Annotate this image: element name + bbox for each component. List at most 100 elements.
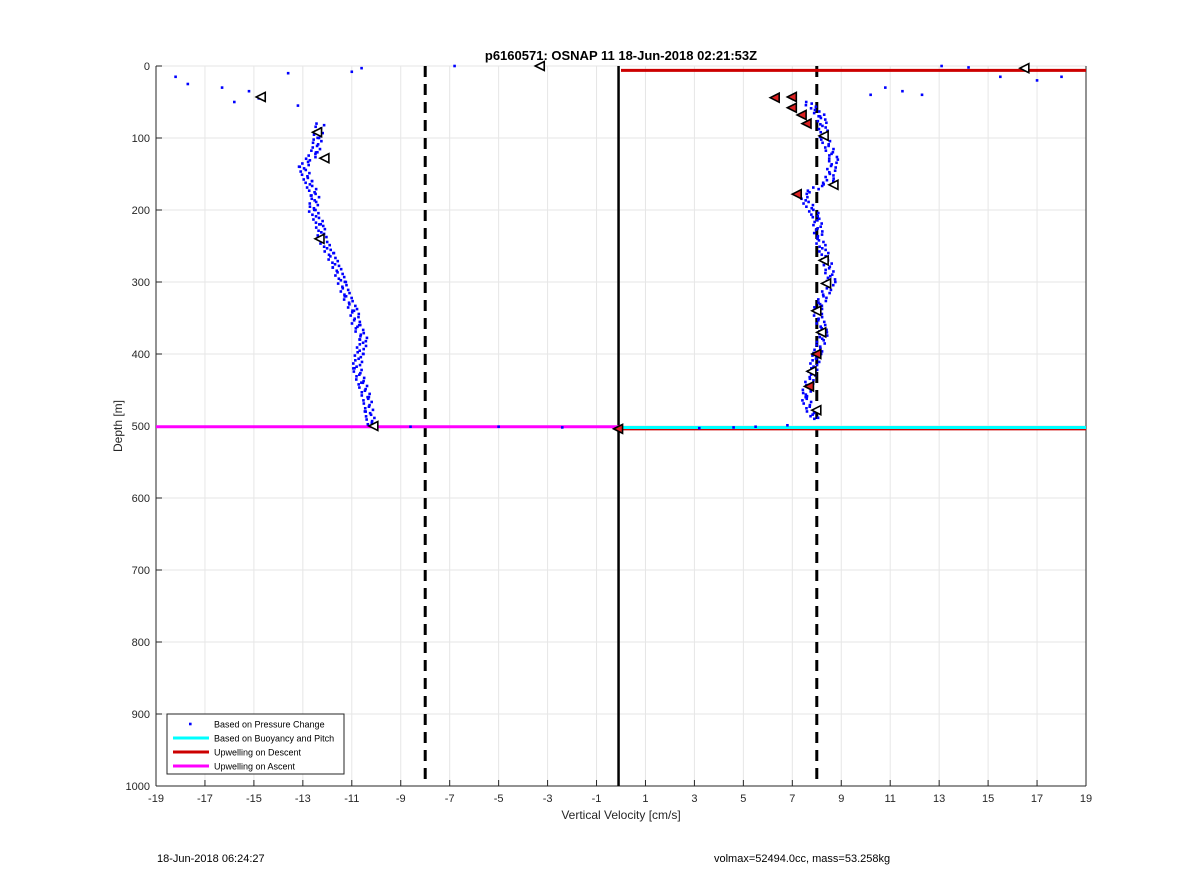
triangle-marker — [313, 233, 325, 245]
data-point — [827, 159, 831, 163]
data-point — [311, 141, 315, 145]
y-tick-label: 1000 — [126, 781, 150, 793]
data-point — [302, 178, 306, 181]
data-point — [832, 270, 835, 273]
data-point — [314, 226, 318, 229]
data-point — [298, 165, 302, 169]
data-point — [312, 218, 315, 221]
legend-box — [166, 713, 345, 775]
data-point — [824, 299, 828, 303]
data-point — [358, 349, 362, 352]
data-point — [817, 301, 820, 304]
chart-title: p6160571: OSNAP 11 18-Jun-2018 02:21:53Z — [485, 48, 757, 63]
data-point — [302, 167, 306, 170]
data-point — [869, 93, 872, 97]
data-point — [824, 268, 827, 272]
data-point — [817, 114, 820, 118]
data-point — [314, 192, 317, 196]
data-point — [809, 390, 813, 393]
data-point — [364, 344, 368, 348]
data-point — [364, 410, 368, 413]
data-point — [967, 66, 970, 69]
data-point — [804, 380, 807, 384]
data-point — [346, 288, 350, 292]
data-point — [825, 328, 828, 332]
data-point — [830, 163, 834, 166]
data-point — [820, 253, 824, 256]
data-point — [320, 139, 323, 143]
data-point — [813, 220, 816, 224]
triangle-marker — [795, 109, 807, 121]
data-point — [310, 149, 313, 152]
x-tick-label: 9 — [838, 793, 844, 805]
data-point — [823, 323, 827, 327]
triangle-marker — [785, 91, 798, 103]
data-point — [350, 311, 354, 314]
data-point — [820, 222, 823, 225]
data-point — [810, 102, 813, 105]
data-point — [313, 199, 316, 202]
data-point — [321, 219, 324, 223]
data-point — [343, 293, 346, 296]
data-point — [836, 158, 840, 161]
y-tick-label: 100 — [132, 133, 150, 145]
data-point — [341, 285, 344, 289]
data-point — [314, 152, 317, 156]
data-point — [808, 403, 812, 407]
data-point — [820, 290, 824, 293]
data-point — [362, 352, 365, 356]
data-point — [348, 303, 351, 306]
data-point — [824, 175, 827, 179]
x-tick-label: -3 — [543, 793, 553, 805]
data-point — [314, 125, 317, 129]
data-point — [355, 346, 359, 349]
data-point — [812, 223, 815, 227]
data-point — [817, 217, 821, 221]
data-point — [317, 229, 320, 233]
data-point — [816, 234, 820, 238]
data-point — [307, 163, 310, 167]
data-point — [816, 119, 820, 123]
data-point — [317, 216, 321, 220]
data-point — [812, 379, 815, 382]
data-point — [808, 375, 811, 379]
data-point — [373, 416, 376, 420]
x-tick-label: 11 — [884, 793, 895, 805]
data-point — [311, 146, 315, 149]
data-point — [804, 103, 808, 107]
data-point — [314, 200, 318, 204]
data-point — [810, 206, 814, 210]
data-point — [366, 422, 370, 426]
data-point — [314, 151, 318, 154]
data-point — [318, 223, 321, 226]
data-point — [832, 174, 835, 177]
data-point — [813, 108, 817, 112]
y-tick-label: 400 — [132, 349, 150, 361]
data-point — [352, 319, 356, 322]
data-point — [816, 298, 820, 301]
data-point — [825, 331, 829, 334]
data-point — [353, 354, 357, 357]
data-point — [809, 373, 813, 376]
data-point — [369, 413, 373, 417]
data-point — [357, 315, 360, 319]
data-point — [835, 155, 839, 159]
triangle-marker — [367, 420, 379, 432]
data-point — [312, 206, 316, 210]
triangle-marker — [817, 254, 829, 267]
triangle-marker — [814, 326, 827, 339]
data-point — [809, 400, 813, 404]
data-point — [802, 202, 805, 205]
data-point — [329, 248, 333, 252]
data-point — [828, 172, 832, 176]
data-point — [314, 155, 317, 159]
data-point — [312, 133, 316, 136]
y-tick-label: 500 — [132, 421, 150, 433]
data-point — [358, 363, 362, 367]
data-point — [817, 127, 821, 131]
data-point — [818, 345, 822, 348]
data-point — [825, 121, 828, 125]
data-point — [409, 425, 412, 429]
data-point — [825, 296, 828, 300]
data-point — [822, 240, 825, 244]
